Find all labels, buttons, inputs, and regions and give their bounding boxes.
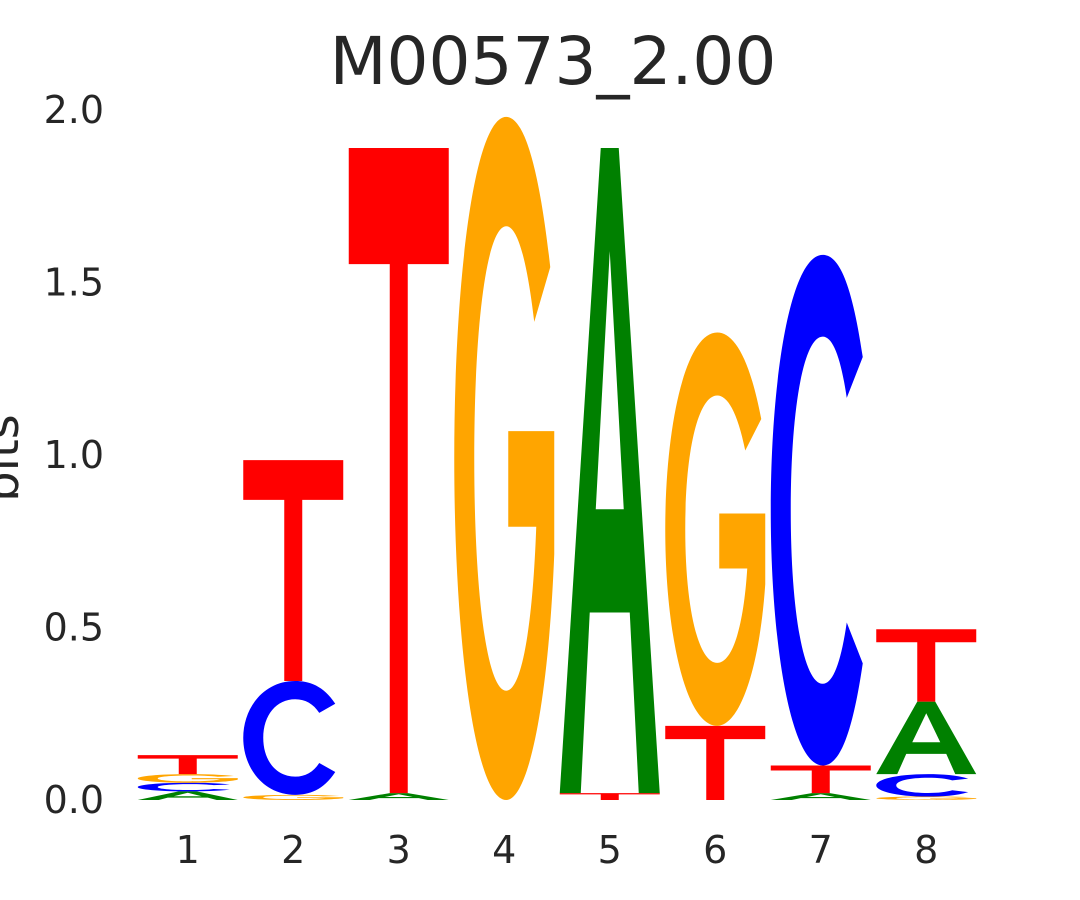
letter-g-pos8 <box>876 796 977 800</box>
letter-t-pos6 <box>665 725 766 800</box>
letter-a-pos1 <box>137 791 238 800</box>
letter-c-pos8 <box>876 774 969 797</box>
logo-stacks <box>137 116 977 800</box>
x-tick-label: 3 <box>387 828 411 872</box>
letter-g-pos2 <box>243 794 344 800</box>
y-axis-label: bits <box>0 414 30 502</box>
letter-a-pos8 <box>876 701 977 775</box>
x-tick-label: 2 <box>281 828 305 872</box>
letter-a-pos5 <box>559 147 660 794</box>
y-tick-label: 1.0 <box>44 433 104 477</box>
letter-a-pos3 <box>348 793 449 800</box>
y-tick-label: 2.0 <box>44 88 104 132</box>
x-tick-label: 1 <box>176 828 200 872</box>
letter-g-pos1 <box>137 774 238 783</box>
letter-g-pos6 <box>665 332 766 726</box>
letter-c-pos2 <box>243 680 336 795</box>
letter-t-pos7 <box>770 765 871 794</box>
y-tick-label: 0.5 <box>44 606 104 650</box>
y-axis-ticks: 0.0 0.5 1.0 1.5 2.0 <box>44 88 104 822</box>
letter-t-pos1 <box>137 755 238 775</box>
letter-c-pos7 <box>770 254 863 766</box>
letter-t-pos8 <box>876 629 977 702</box>
x-tick-label: 5 <box>598 828 622 872</box>
letter-g-pos4 <box>454 116 555 800</box>
letter-c-pos1 <box>137 782 230 792</box>
x-tick-label: 4 <box>492 828 516 872</box>
letter-t-pos5 <box>559 793 660 800</box>
chart-title: M00573_2.00 <box>330 23 777 100</box>
x-tick-label: 6 <box>703 828 727 872</box>
x-tick-label: 7 <box>809 828 833 872</box>
letter-t-pos3 <box>348 147 449 794</box>
letter-t-pos2 <box>243 460 344 681</box>
x-axis-ticks: 1 2 3 4 5 6 7 8 <box>176 828 939 872</box>
y-tick-label: 1.5 <box>44 261 104 305</box>
x-tick-label: 8 <box>914 828 938 872</box>
letter-a-pos7 <box>770 793 871 800</box>
y-tick-label: 0.0 <box>44 778 104 822</box>
